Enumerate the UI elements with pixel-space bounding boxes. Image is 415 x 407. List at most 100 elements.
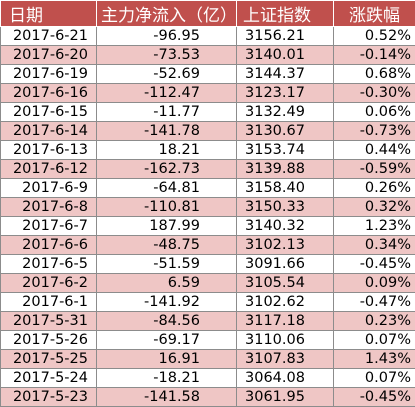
- date-cell[interactable]: 2017-5-26: [1, 331, 97, 350]
- net-inflow-cell[interactable]: -110.81: [97, 198, 237, 217]
- date-column-header[interactable]: 日期: [1, 1, 97, 27]
- index-value-cell[interactable]: 3156.21: [237, 27, 334, 46]
- change-percent-cell[interactable]: 0.52%: [334, 27, 415, 46]
- date-cell[interactable]: 2017-6-9: [1, 179, 97, 198]
- index-value-cell[interactable]: 3105.54: [237, 274, 334, 293]
- change-percent-cell[interactable]: 0.09%: [334, 274, 415, 293]
- net-inflow-cell[interactable]: -141.92: [97, 293, 237, 312]
- index-value-cell[interactable]: 3140.32: [237, 217, 334, 236]
- net-inflow-cell[interactable]: -141.78: [97, 122, 237, 141]
- net-inflow-cell[interactable]: -112.47: [97, 84, 237, 103]
- date-cell[interactable]: 2017-6-6: [1, 236, 97, 255]
- index-value-cell[interactable]: 3130.67: [237, 122, 334, 141]
- change-percent-column-header[interactable]: 涨跌幅: [334, 1, 415, 27]
- date-cell[interactable]: 2017-5-24: [1, 369, 97, 388]
- date-cell[interactable]: 2017-6-12: [1, 160, 97, 179]
- date-cell[interactable]: 2017-5-31: [1, 312, 97, 331]
- date-cell[interactable]: 2017-5-25: [1, 350, 97, 369]
- date-cell[interactable]: 2017-6-16: [1, 84, 97, 103]
- main-net-inflow-column-header[interactable]: 主力净流入（亿）: [97, 1, 237, 27]
- change-percent-cell[interactable]: 1.23%: [334, 217, 415, 236]
- index-value-cell[interactable]: 3144.37: [237, 65, 334, 84]
- date-cell[interactable]: 2017-6-14: [1, 122, 97, 141]
- index-value-cell[interactable]: 3102.62: [237, 293, 334, 312]
- net-inflow-cell[interactable]: -11.77: [97, 103, 237, 122]
- net-inflow-cell[interactable]: -51.59: [97, 255, 237, 274]
- index-value-cell[interactable]: 3102.13: [237, 236, 334, 255]
- index-value-cell[interactable]: 3150.33: [237, 198, 334, 217]
- date-cell[interactable]: 2017-6-1: [1, 293, 97, 312]
- change-percent-cell[interactable]: -0.14%: [334, 46, 415, 65]
- date-cell[interactable]: 2017-6-20: [1, 46, 97, 65]
- net-inflow-cell[interactable]: -96.95: [97, 27, 237, 46]
- index-value-cell[interactable]: 3139.88: [237, 160, 334, 179]
- net-inflow-cell[interactable]: -69.17: [97, 331, 237, 350]
- date-cell[interactable]: 2017-6-8: [1, 198, 97, 217]
- change-percent-cell[interactable]: 0.32%: [334, 198, 415, 217]
- index-value-cell[interactable]: 3140.01: [237, 46, 334, 65]
- index-value-cell[interactable]: 3117.18: [237, 312, 334, 331]
- change-percent-cell[interactable]: -0.30%: [334, 84, 415, 103]
- change-percent-cell[interactable]: -0.47%: [334, 293, 415, 312]
- index-value-cell[interactable]: 3132.49: [237, 103, 334, 122]
- net-inflow-cell[interactable]: -18.21: [97, 369, 237, 388]
- change-percent-cell[interactable]: 0.44%: [334, 141, 415, 160]
- date-cell[interactable]: 2017-5-23: [1, 388, 97, 407]
- net-inflow-cell[interactable]: -52.69: [97, 65, 237, 84]
- index-value-cell[interactable]: 3107.83: [237, 350, 334, 369]
- net-inflow-cell[interactable]: -162.73: [97, 160, 237, 179]
- change-percent-cell[interactable]: 0.07%: [334, 331, 415, 350]
- change-percent-cell[interactable]: -0.59%: [334, 160, 415, 179]
- index-value-cell[interactable]: 3110.06: [237, 331, 334, 350]
- date-cell[interactable]: 2017-6-7: [1, 217, 97, 236]
- change-percent-cell[interactable]: -0.45%: [334, 388, 415, 407]
- change-percent-cell[interactable]: 0.34%: [334, 236, 415, 255]
- date-cell[interactable]: 2017-6-2: [1, 274, 97, 293]
- net-inflow-cell[interactable]: 187.99: [97, 217, 237, 236]
- date-cell[interactable]: 2017-6-15: [1, 103, 97, 122]
- date-cell[interactable]: 2017-6-5: [1, 255, 97, 274]
- net-inflow-cell[interactable]: 16.91: [97, 350, 237, 369]
- net-inflow-cell[interactable]: -48.75: [97, 236, 237, 255]
- change-percent-cell[interactable]: 0.23%: [334, 312, 415, 331]
- date-cell[interactable]: 2017-6-13: [1, 141, 97, 160]
- change-percent-cell[interactable]: 0.26%: [334, 179, 415, 198]
- date-cell[interactable]: 2017-6-21: [1, 27, 97, 46]
- index-value-cell[interactable]: 3153.74: [237, 141, 334, 160]
- net-inflow-cell[interactable]: -73.53: [97, 46, 237, 65]
- index-value-cell[interactable]: 3123.17: [237, 84, 334, 103]
- index-value-cell[interactable]: 3061.95: [237, 388, 334, 407]
- change-percent-cell[interactable]: 0.07%: [334, 369, 415, 388]
- date-cell[interactable]: 2017-6-19: [1, 65, 97, 84]
- change-percent-cell[interactable]: 0.68%: [334, 65, 415, 84]
- index-value-cell[interactable]: 3158.40: [237, 179, 334, 198]
- net-inflow-cell[interactable]: 18.21: [97, 141, 237, 160]
- change-percent-cell[interactable]: 1.43%: [334, 350, 415, 369]
- net-inflow-cell[interactable]: -64.81: [97, 179, 237, 198]
- change-percent-cell[interactable]: -0.73%: [334, 122, 415, 141]
- index-value-cell[interactable]: 3064.08: [237, 369, 334, 388]
- change-percent-cell[interactable]: -0.45%: [334, 255, 415, 274]
- change-percent-cell[interactable]: 0.06%: [334, 103, 415, 122]
- index-value-cell[interactable]: 3091.66: [237, 255, 334, 274]
